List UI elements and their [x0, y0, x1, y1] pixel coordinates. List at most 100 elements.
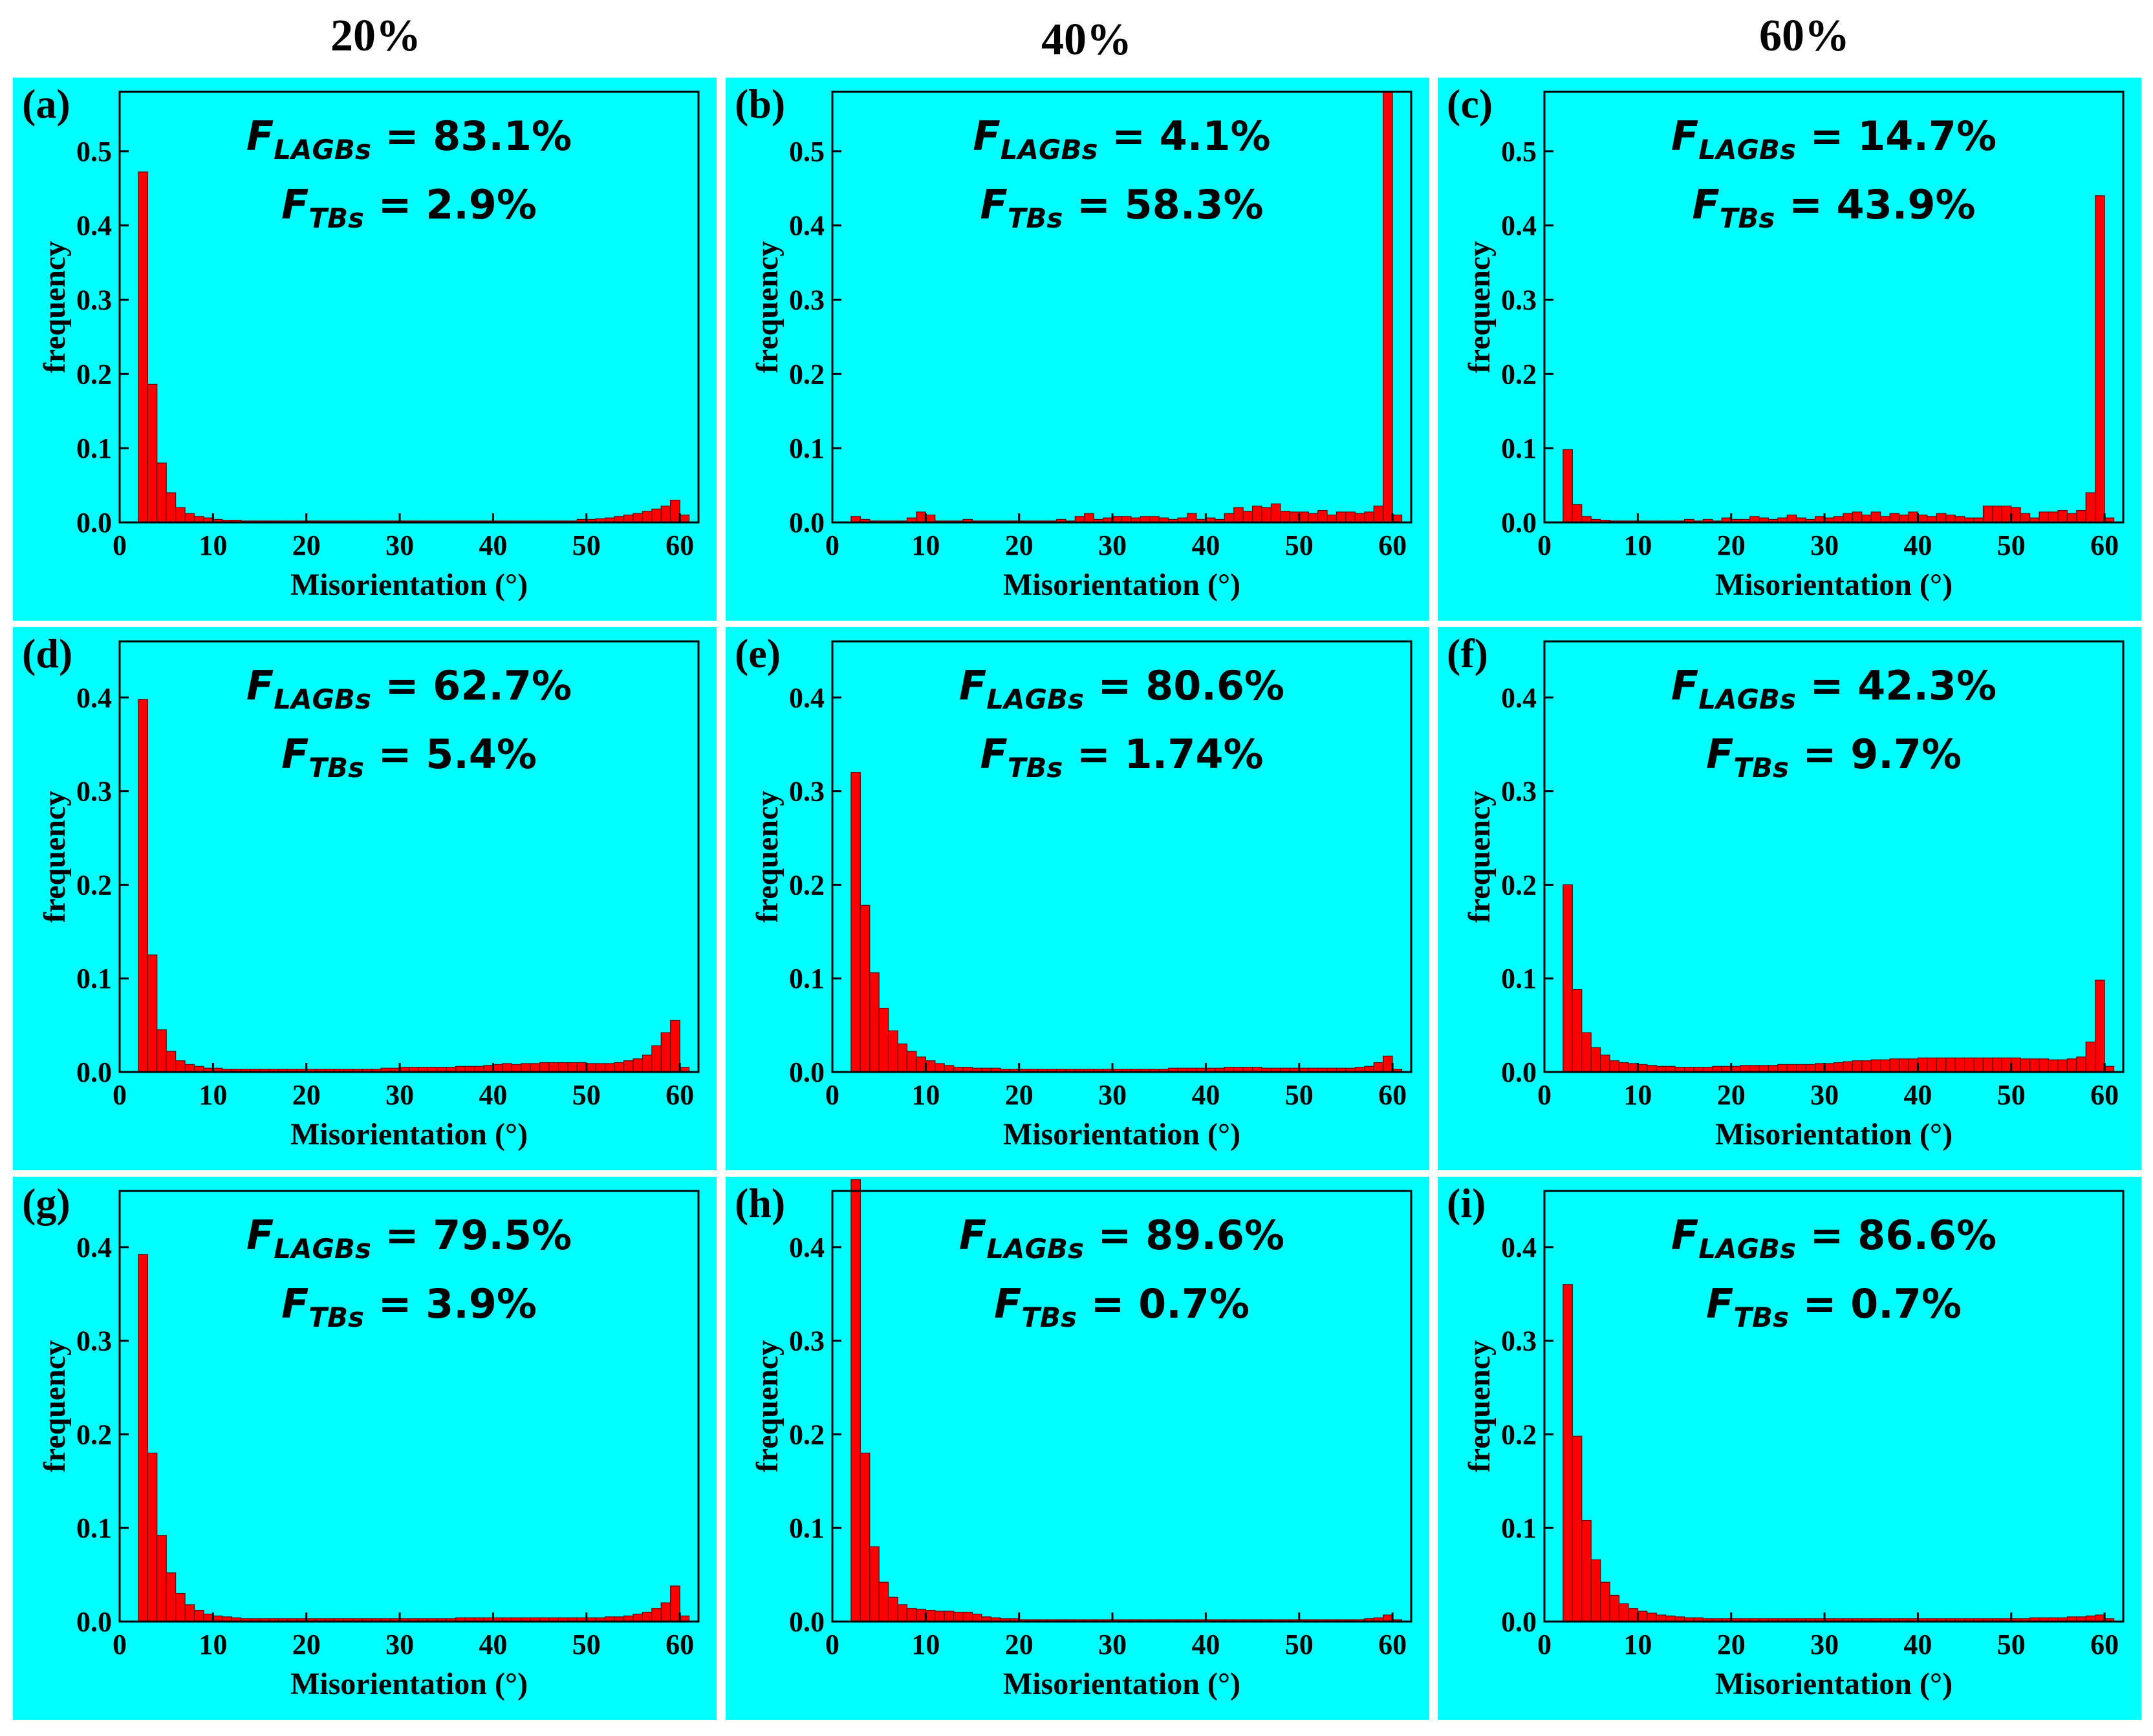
histogram-bar	[1786, 1064, 1797, 1073]
x-tick-label: 50	[1285, 1629, 1314, 1660]
x-tick-label: 20	[292, 530, 321, 561]
histogram-bar	[1280, 511, 1290, 523]
lagb-fraction-annotation: FLAGBs = 80.6%	[959, 662, 1284, 715]
y-tick-label: 0.2	[1501, 1419, 1537, 1450]
x-tick-label: 30	[1810, 1629, 1839, 1660]
histogram-bar	[2020, 1058, 2031, 1073]
y-tick-label: 0.3	[789, 1325, 825, 1357]
histogram-bar	[1973, 1057, 1984, 1073]
histogram-bar	[2066, 1058, 2077, 1073]
histogram-bar	[175, 1592, 186, 1622]
histogram-bar	[1936, 513, 1947, 523]
histogram-bar	[2039, 1058, 2050, 1073]
y-tick-label: 0.5	[76, 136, 112, 167]
histogram-bar	[1917, 1057, 1928, 1073]
histogram-bar	[935, 1063, 945, 1073]
histogram-bar	[1609, 1594, 1620, 1622]
tb-fraction-annotation: FTBs = 58.3%	[980, 181, 1263, 234]
histogram-panel-a: 0 10 20 30 40 50 60 0.0 0.1 0.2 0.3 0.4 0.5 Misorient…	[13, 78, 717, 621]
histogram-bar	[633, 1058, 643, 1073]
plot-frame	[118, 1190, 700, 1623]
histogram-bar	[971, 1613, 982, 1622]
histogram-bar	[1936, 1057, 1947, 1073]
y-tick-label: 0.3	[789, 776, 825, 808]
panel-label: (d)	[22, 630, 72, 676]
histogram-bar	[1581, 1520, 1592, 1622]
y-tick-label: 0.2	[789, 1419, 825, 1450]
y-axis-title: frequency	[1462, 791, 1497, 923]
y-axis-title: frequency	[750, 1340, 784, 1472]
x-tick-label: 20	[292, 1629, 321, 1660]
histogram-bar	[2057, 1059, 2068, 1073]
histogram-bar	[1581, 1032, 1592, 1073]
plot-frame	[1543, 1190, 2125, 1623]
histogram-panel-d: 0 10 20 30 40 50 60 0.0 0.1 0.2 0.3 0.4 Misorientati…	[13, 627, 717, 1170]
y-tick-label: 0.2	[76, 869, 112, 901]
histogram-bar	[897, 1043, 908, 1073]
histogram-bar	[1628, 1063, 1638, 1073]
histogram-bar	[1618, 1603, 1629, 1622]
histogram-bar	[1233, 507, 1244, 523]
histogram-bar	[2011, 1057, 2021, 1073]
histogram-bar	[888, 1596, 898, 1622]
panel-background	[13, 1177, 717, 1720]
histogram-bar	[1572, 504, 1583, 523]
x-tick-label: 60	[665, 1079, 694, 1111]
histogram-bar	[1609, 1060, 1620, 1073]
histogram-bar	[147, 1452, 158, 1622]
y-tick-label: 0.1	[76, 1512, 112, 1544]
plot-frame	[118, 91, 700, 524]
histogram-bar	[1242, 511, 1253, 523]
tb-fraction-annotation: FTBs = 0.7%	[994, 1280, 1250, 1333]
plot-frame	[831, 640, 1412, 1073]
histogram-bar	[1777, 1064, 1788, 1073]
y-tick-label: 0.0	[1501, 1606, 1537, 1638]
x-tick-label: 40	[479, 1079, 507, 1111]
histogram-bar	[1954, 1057, 1965, 1073]
x-tick-label: 50	[572, 1629, 601, 1660]
histogram-bar	[521, 1063, 531, 1073]
y-axis-title: frequency	[38, 241, 72, 373]
histogram-bar	[1383, 1055, 1393, 1073]
x-tick-label: 0	[113, 1079, 127, 1111]
histogram-bar	[1563, 884, 1573, 1073]
y-axis-title: frequency	[1462, 1340, 1497, 1472]
histogram-bar	[175, 1060, 186, 1073]
x-tick-label: 30	[1098, 1629, 1127, 1660]
y-tick-label: 0.1	[1501, 433, 1537, 464]
tb-fraction-annotation: FTBs = 0.7%	[1706, 1280, 1962, 1333]
histogram-bar	[1637, 1611, 1648, 1622]
histogram-bar	[147, 954, 158, 1073]
x-tick-label: 40	[479, 530, 507, 561]
y-tick-label: 0.3	[1501, 1325, 1537, 1357]
histogram-bar	[1373, 1062, 1384, 1073]
histogram-bar	[1590, 1047, 1601, 1073]
histogram-bar	[595, 1063, 606, 1073]
x-tick-label: 0	[825, 1079, 839, 1111]
histogram-bar	[2076, 510, 2086, 523]
panel-background	[13, 78, 717, 621]
histogram-bar	[184, 513, 195, 523]
x-tick-label: 30	[385, 1079, 414, 1111]
y-tick-label: 0.2	[1501, 358, 1537, 390]
x-tick-label: 10	[199, 1079, 227, 1111]
y-tick-label: 0.0	[1501, 1056, 1537, 1088]
histogram-bar	[1861, 1060, 1872, 1073]
histogram-bar	[511, 1064, 522, 1073]
x-tick-label: 60	[1378, 530, 1407, 561]
x-tick-label: 0	[113, 1629, 127, 1660]
lagb-fraction-annotation: FLAGBs = 79.5%	[246, 1212, 572, 1265]
x-tick-label: 60	[2090, 1629, 2119, 1660]
histogram-bar	[1843, 1061, 1853, 1073]
y-tick-label: 0.3	[789, 284, 825, 316]
histogram-bar	[557, 1062, 568, 1073]
histogram-bar	[1251, 506, 1262, 523]
y-axis-title: frequency	[1462, 241, 1497, 373]
histogram-bar	[1749, 1065, 1760, 1073]
histogram-bar	[916, 1609, 926, 1622]
histogram-bar	[483, 1065, 494, 1073]
panel-background	[1438, 1177, 2141, 1720]
y-axis-title: frequency	[750, 241, 784, 373]
y-tick-label: 0.1	[789, 433, 825, 464]
y-tick-label: 0.4	[789, 682, 825, 714]
